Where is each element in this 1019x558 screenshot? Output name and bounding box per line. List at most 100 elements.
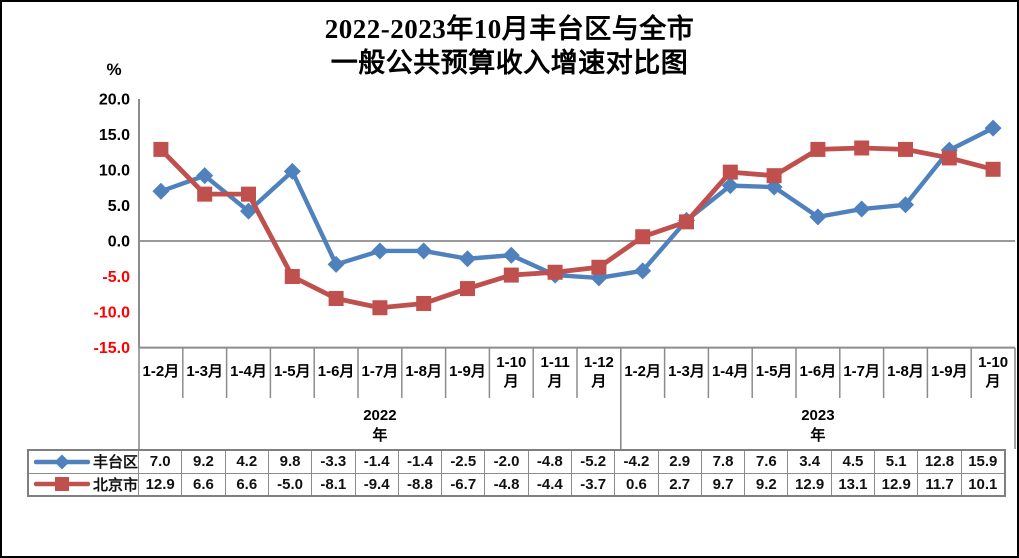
- month-label: 1-2月: [143, 363, 180, 380]
- year-label: 2022 年: [363, 407, 396, 444]
- square-marker: [153, 141, 169, 157]
- month-label: 1-6月: [800, 363, 837, 380]
- legend-key: 丰台区: [29, 451, 138, 472]
- square-marker: [722, 164, 738, 180]
- value-cell: -8.1: [311, 472, 356, 497]
- table-row: 丰台区 7.0 9.2 4.2 9.8 -3.3 -1.4 -1.4 -2.5 -2.0 -4.8-…: [27, 449, 1006, 474]
- y-tick-label: 0.0: [108, 234, 130, 251]
- value-cell: -6.7: [441, 472, 486, 497]
- diamond-marker: [721, 177, 739, 195]
- value-cell: 15.9: [960, 449, 1006, 474]
- value-cell: 10.1: [960, 472, 1006, 497]
- table-row: 北京市 12.9 6.6 6.6 -5.0 -8.1 -9.4 -8.8 -6.7 -4.8 -4.…: [27, 472, 1006, 497]
- diamond-legend-marker-icon: [34, 454, 90, 470]
- value-cell: 4.2: [224, 449, 269, 474]
- value-cell: 4.5: [830, 449, 876, 474]
- value-cell: -4.8: [527, 449, 572, 474]
- value-cell: -2.0: [484, 449, 529, 474]
- value-cell: -5.0: [267, 472, 313, 497]
- square-legend-marker-icon: [34, 477, 90, 492]
- value-cell: -3.3: [311, 449, 356, 474]
- month-label: 1-4月: [712, 363, 749, 380]
- value-cell: -5.2: [570, 449, 616, 474]
- value-cell: -8.8: [397, 472, 443, 497]
- chart-title: 2022-2023年10月丰台区与全市 一般公共预算收入增速对比图: [2, 12, 1017, 80]
- square-marker: [503, 267, 519, 283]
- diamond-marker: [283, 162, 301, 180]
- diamond-marker: [984, 119, 1002, 137]
- legend-series-name: 北京市: [93, 476, 139, 494]
- value-cell: -1.4: [397, 449, 443, 474]
- legend-cell-fengtai: 丰台区: [27, 449, 140, 474]
- square-marker: [460, 281, 475, 297]
- y-tick-label: 5.0: [108, 198, 130, 215]
- year-label: 2023 年: [801, 407, 834, 444]
- month-label: 1-12 月: [584, 354, 614, 390]
- month-label: 1-3月: [186, 363, 223, 380]
- chart-title-line-2: 一般公共预算收入增速对比图: [330, 48, 689, 78]
- y-tick-label: 15.0: [99, 127, 130, 144]
- value-cell: 7.8: [700, 449, 746, 474]
- value-cell: 9.2: [181, 449, 226, 474]
- value-cell: 9.8: [267, 449, 313, 474]
- month-label: 1-9月: [931, 363, 968, 380]
- square-marker: [372, 300, 388, 316]
- square-marker: [197, 186, 213, 202]
- diamond-marker: [853, 200, 871, 218]
- legend-key: 北京市: [29, 474, 138, 495]
- square-marker: [591, 259, 607, 275]
- value-cell: 7.0: [138, 449, 183, 474]
- value-cell: 12.9: [874, 472, 919, 497]
- square-marker: [810, 141, 826, 157]
- month-label: 1-3月: [668, 363, 705, 380]
- month-label: 1-8月: [405, 363, 442, 380]
- y-tick-label: -15.0: [94, 340, 131, 357]
- value-cell: 9.2: [744, 472, 789, 497]
- month-label: 1-11 月: [540, 354, 569, 390]
- value-cell: 12.8: [917, 449, 962, 474]
- diamond-marker: [371, 242, 389, 260]
- value-cell: -1.4: [354, 449, 399, 474]
- square-marker: [635, 229, 651, 245]
- diamond-marker: [152, 182, 170, 200]
- value-cell: 0.6: [614, 472, 659, 497]
- value-cell: 2.7: [657, 472, 702, 497]
- value-cell: 6.6: [181, 472, 226, 497]
- value-cell: 13.1: [830, 472, 876, 497]
- month-label: 1-8月: [887, 363, 924, 380]
- square-marker: [328, 291, 344, 307]
- y-tick-label: -10.0: [94, 305, 131, 322]
- square-marker: [284, 269, 300, 284]
- y-tick-label: 20.0: [99, 92, 130, 109]
- value-cell: -9.4: [354, 472, 399, 497]
- value-cell: 11.7: [917, 472, 962, 497]
- diamond-marker: [809, 208, 827, 226]
- month-label: 1-5月: [756, 363, 793, 380]
- month-label: 1-7月: [362, 363, 399, 380]
- month-label: 1-6月: [318, 363, 355, 380]
- month-label: 1-10 月: [978, 354, 1008, 390]
- square-marker: [679, 214, 694, 230]
- value-cell: 12.9: [787, 472, 832, 497]
- value-cell: -4.4: [527, 472, 572, 497]
- month-label: 1-2月: [624, 363, 661, 380]
- square-marker: [547, 264, 563, 280]
- value-cell: 9.7: [700, 472, 746, 497]
- diamond-marker: [634, 262, 652, 280]
- data-table: 丰台区 7.0 9.2 4.2 9.8 -3.3 -1.4 -1.4 -2.5 -2.0 -4.8-…: [27, 449, 1006, 497]
- value-cell: -3.7: [570, 472, 616, 497]
- square-marker: [898, 141, 913, 157]
- square-marker: [941, 150, 957, 166]
- diamond-marker: [459, 250, 476, 268]
- square-marker: [854, 140, 870, 156]
- diamond-marker: [415, 242, 433, 260]
- month-label: 1-5月: [274, 363, 311, 380]
- value-cell: 12.9: [138, 472, 183, 497]
- value-cell: -4.8: [484, 472, 529, 497]
- diamond-marker: [502, 246, 520, 264]
- square-marker: [416, 295, 432, 311]
- diamond-marker: [196, 167, 214, 185]
- month-label: 1-9月: [449, 363, 486, 380]
